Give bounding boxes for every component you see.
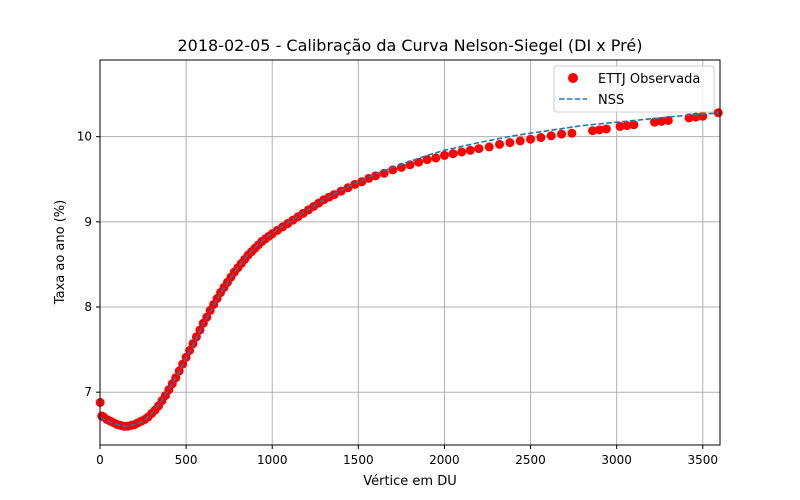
observed-point [431, 153, 441, 163]
legend-box [553, 65, 715, 113]
observed-point [465, 145, 475, 155]
y-tick-label: 9 [84, 215, 92, 229]
observed-point [422, 155, 432, 165]
legend-marker-observed [568, 73, 578, 83]
observed-point [457, 147, 467, 157]
observed-point [526, 134, 536, 144]
chart-title: 2018-02-05 - Calibração da Curva Nelson-… [178, 36, 643, 55]
x-tick-label: 0 [96, 453, 104, 467]
y-tick-label: 8 [84, 300, 92, 314]
observed-point [448, 149, 458, 159]
series-layer [95, 108, 723, 431]
observed-point [629, 120, 639, 130]
observed-point [536, 133, 546, 143]
observed-point [546, 131, 556, 141]
observed-point [622, 121, 632, 131]
plot-frame [99, 59, 721, 446]
observed-point [557, 129, 567, 139]
observed-point [379, 168, 389, 178]
y-tick-label: 10 [77, 130, 92, 144]
x-axis-label: Vértice em DU [363, 474, 457, 489]
axis-ticks: 0 500 1000 1500 2000 2500 3000 3500 7 8 9 10 [77, 130, 718, 467]
observed-point [663, 115, 673, 125]
observed-point [656, 116, 666, 126]
observed-point [650, 117, 660, 127]
observed-point [594, 125, 604, 135]
observed-point [495, 139, 505, 149]
observed-point [505, 138, 515, 148]
observed-point [439, 150, 449, 160]
observed-point [515, 136, 525, 146]
observed-point [588, 126, 598, 136]
legend-label-nss: NSS [598, 93, 624, 108]
x-tick-label: 500 [175, 453, 198, 467]
observed-point [567, 128, 577, 138]
legend: ETTJ Observada NSS [553, 65, 715, 113]
nss-fitted-line [99, 112, 721, 428]
plot-area [100, 60, 720, 445]
x-tick-label: 3500 [688, 453, 719, 467]
x-tick-label: 1000 [257, 453, 288, 467]
x-tick-label: 2500 [515, 453, 546, 467]
grid [99, 60, 720, 445]
observed-point [615, 121, 625, 131]
x-tick-label: 3000 [601, 453, 632, 467]
legend-label-observed: ETTJ Observada [598, 72, 700, 87]
observed-point [474, 144, 484, 154]
y-axis-label: Taxa ao ano (%) [53, 200, 68, 305]
observed-point [484, 142, 494, 152]
observed-point [601, 124, 611, 134]
x-tick-label: 1500 [343, 453, 374, 467]
y-tick-label: 7 [84, 385, 92, 399]
x-tick-label: 2000 [429, 453, 460, 467]
